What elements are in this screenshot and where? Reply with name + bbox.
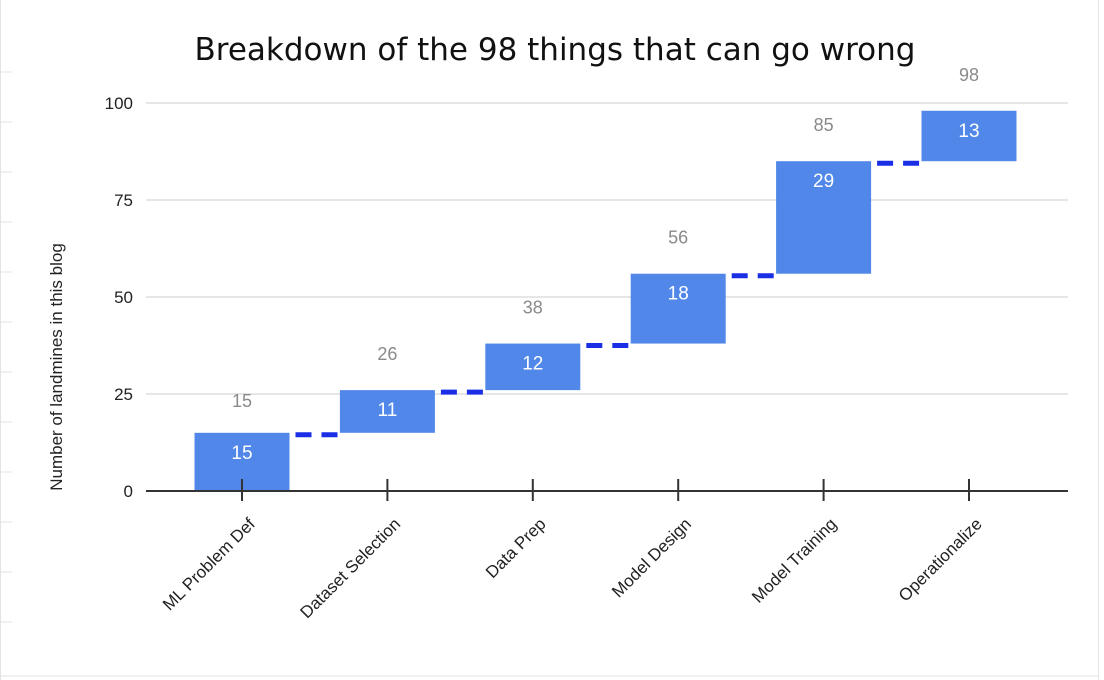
y-tick-label: 25 bbox=[114, 385, 133, 404]
bar-dataset-selection bbox=[339, 390, 435, 433]
running-total-label: 15 bbox=[232, 391, 252, 411]
bar-value-label: 11 bbox=[378, 400, 398, 421]
chart-title: Breakdown of the 98 things that can go w… bbox=[195, 32, 916, 68]
bar-data-prep bbox=[485, 343, 581, 391]
bars bbox=[194, 110, 1017, 491]
bar-value-label: 12 bbox=[522, 354, 543, 375]
x-axis: ML Problem Def Dataset Selection Data Prep… bbox=[146, 479, 1068, 622]
bar-value-label: 13 bbox=[958, 121, 979, 142]
x-tick-label: Data Prep bbox=[482, 514, 550, 582]
data-labels: 15 15 11 26 12 38 18 56 29 85 13 98 bbox=[231, 65, 979, 464]
x-tick-label: Model Design bbox=[608, 514, 695, 601]
running-total-label: 85 bbox=[814, 115, 834, 135]
bar-operationalize bbox=[921, 110, 1017, 162]
bar-value-label: 15 bbox=[231, 443, 252, 464]
running-total-label: 98 bbox=[959, 65, 979, 85]
bar-model-design bbox=[630, 273, 726, 344]
connectors bbox=[295, 160, 925, 438]
running-total-label: 56 bbox=[668, 228, 688, 248]
running-total-label: 38 bbox=[523, 298, 543, 318]
bar-value-label: 29 bbox=[813, 171, 834, 192]
gridlines: 0 25 50 75 100 bbox=[105, 94, 1068, 501]
bar-model-training bbox=[776, 161, 872, 274]
y-tick-label: 50 bbox=[114, 288, 133, 307]
bar-value-label: 18 bbox=[668, 284, 689, 305]
x-tick-label: Dataset Selection bbox=[297, 514, 405, 622]
y-axis-title: Number of landmines in this blog bbox=[47, 243, 66, 491]
x-tick-label: ML Problem Def bbox=[159, 514, 259, 614]
x-tick-label: Operationalize bbox=[895, 514, 986, 605]
y-tick-label: 100 bbox=[105, 94, 133, 113]
y-tick-label: 75 bbox=[114, 191, 133, 210]
x-tick-label: Model Training bbox=[748, 514, 840, 606]
y-tick-label: 0 bbox=[124, 482, 133, 501]
running-total-label: 26 bbox=[377, 344, 397, 364]
